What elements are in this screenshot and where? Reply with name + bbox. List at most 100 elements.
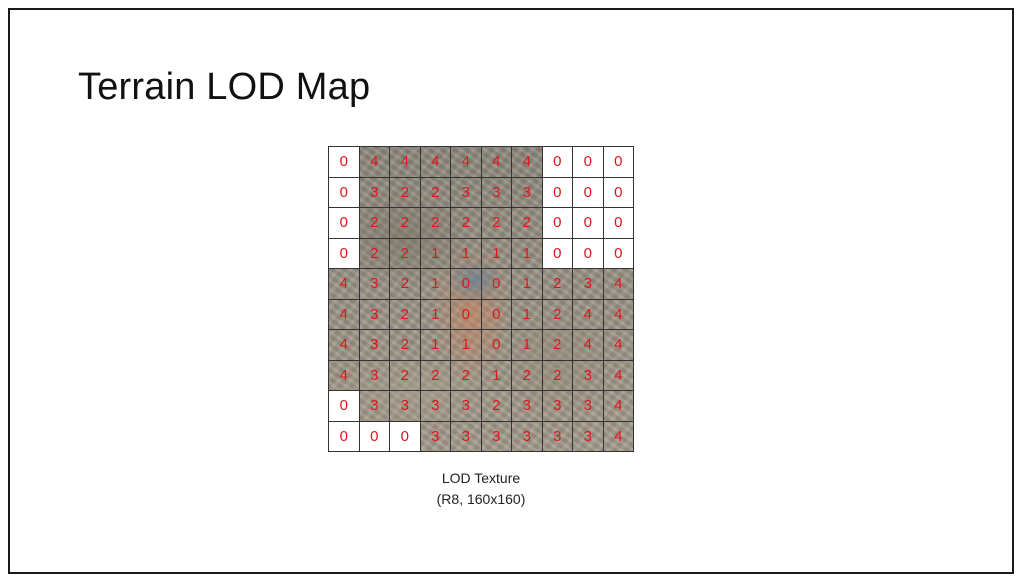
lod-cell: 3 xyxy=(573,421,604,452)
lod-cell: 4 xyxy=(329,360,360,391)
lod-cell: 0 xyxy=(329,391,360,422)
lod-cell: 0 xyxy=(542,177,573,208)
lod-cell: 3 xyxy=(542,421,573,452)
lod-cell: 2 xyxy=(542,269,573,300)
lod-cell: 3 xyxy=(359,391,390,422)
lod-cell: 0 xyxy=(451,299,482,330)
lod-cell: 2 xyxy=(512,360,543,391)
lod-cell: 3 xyxy=(481,421,512,452)
lod-cell: 1 xyxy=(481,360,512,391)
lod-cell: 2 xyxy=(390,360,421,391)
lod-cell: 0 xyxy=(603,238,634,269)
lod-cell: 4 xyxy=(359,147,390,178)
lod-cell: 3 xyxy=(512,177,543,208)
lod-cell: 0 xyxy=(329,238,360,269)
lod-cell: 0 xyxy=(542,208,573,239)
lod-cell: 1 xyxy=(420,330,451,361)
lod-cell: 2 xyxy=(390,238,421,269)
lod-cell: 4 xyxy=(512,147,543,178)
lod-cell: 4 xyxy=(390,147,421,178)
lod-cell: 4 xyxy=(329,299,360,330)
lod-cell: 4 xyxy=(603,360,634,391)
lod-cell: 2 xyxy=(451,208,482,239)
lod-cell: 3 xyxy=(390,391,421,422)
lod-cell: 4 xyxy=(420,147,451,178)
lod-cell: 0 xyxy=(390,421,421,452)
lod-cell: 0 xyxy=(573,238,604,269)
lod-cell: 2 xyxy=(359,208,390,239)
lod-cell: 3 xyxy=(359,177,390,208)
lod-cell: 3 xyxy=(359,360,390,391)
lod-cell: 4 xyxy=(603,269,634,300)
lod-cell: 2 xyxy=(390,208,421,239)
lod-cell: 3 xyxy=(481,177,512,208)
lod-cell: 0 xyxy=(542,238,573,269)
lod-cell: 0 xyxy=(329,177,360,208)
lod-cell: 3 xyxy=(420,421,451,452)
lod-cell: 1 xyxy=(512,299,543,330)
lod-cell: 2 xyxy=(390,330,421,361)
lod-cell: 1 xyxy=(512,238,543,269)
lod-cell: 1 xyxy=(420,238,451,269)
lod-cell: 2 xyxy=(481,208,512,239)
lod-cell: 2 xyxy=(390,269,421,300)
lod-cell: 0 xyxy=(542,147,573,178)
lod-cell: 4 xyxy=(329,330,360,361)
lod-cell: 4 xyxy=(603,421,634,452)
lod-cell: 0 xyxy=(573,177,604,208)
lod-cell: 3 xyxy=(359,269,390,300)
lod-cell: 1 xyxy=(512,330,543,361)
lod-cell: 0 xyxy=(603,147,634,178)
lod-cell: 1 xyxy=(481,238,512,269)
lod-cell: 3 xyxy=(573,391,604,422)
lod-cell: 3 xyxy=(542,391,573,422)
lod-cell: 0 xyxy=(573,147,604,178)
lod-cell: 2 xyxy=(420,360,451,391)
lod-cell: 1 xyxy=(451,330,482,361)
lod-cell: 0 xyxy=(329,421,360,452)
lod-cell: 0 xyxy=(481,330,512,361)
lod-cell: 4 xyxy=(603,330,634,361)
lod-cell: 3 xyxy=(451,391,482,422)
lod-cell: 3 xyxy=(451,421,482,452)
lod-cell: 4 xyxy=(573,330,604,361)
lod-cell: 2 xyxy=(542,330,573,361)
lod-cell: 0 xyxy=(481,299,512,330)
lod-cell: 0 xyxy=(329,208,360,239)
lod-cell: 0 xyxy=(603,208,634,239)
lod-cell: 1 xyxy=(420,269,451,300)
lod-cell: 3 xyxy=(512,421,543,452)
lod-cell: 4 xyxy=(481,147,512,178)
lod-cell: 2 xyxy=(420,177,451,208)
lod-cell: 0 xyxy=(603,177,634,208)
lod-cell: 4 xyxy=(603,299,634,330)
lod-cell: 2 xyxy=(390,299,421,330)
lod-cell: 3 xyxy=(512,391,543,422)
lod-cell: 4 xyxy=(451,147,482,178)
lod-cell: 0 xyxy=(451,269,482,300)
lod-cell: 2 xyxy=(451,360,482,391)
lod-cell: 1 xyxy=(420,299,451,330)
caption-format: (R8, 160x160) xyxy=(436,491,526,507)
lod-cell: 3 xyxy=(359,330,390,361)
lod-cell: 1 xyxy=(451,238,482,269)
lod-cell: 2 xyxy=(542,299,573,330)
lod-cell: 4 xyxy=(329,269,360,300)
lod-cell: 0 xyxy=(359,421,390,452)
lod-cell: 3 xyxy=(451,177,482,208)
lod-cell: 0 xyxy=(573,208,604,239)
lod-cell: 0 xyxy=(329,147,360,178)
caption-title: LOD Texture xyxy=(441,470,521,486)
lod-cell: 3 xyxy=(573,360,604,391)
lod-cell: 4 xyxy=(573,299,604,330)
lod-cell: 3 xyxy=(420,391,451,422)
lod-cell: 0 xyxy=(481,269,512,300)
lod-cell: 2 xyxy=(542,360,573,391)
lod-cell: 2 xyxy=(512,208,543,239)
lod-cell: 2 xyxy=(390,177,421,208)
lod-cell: 3 xyxy=(573,269,604,300)
lod-cell: 2 xyxy=(420,208,451,239)
slide-title: Terrain LOD Map xyxy=(78,66,371,108)
